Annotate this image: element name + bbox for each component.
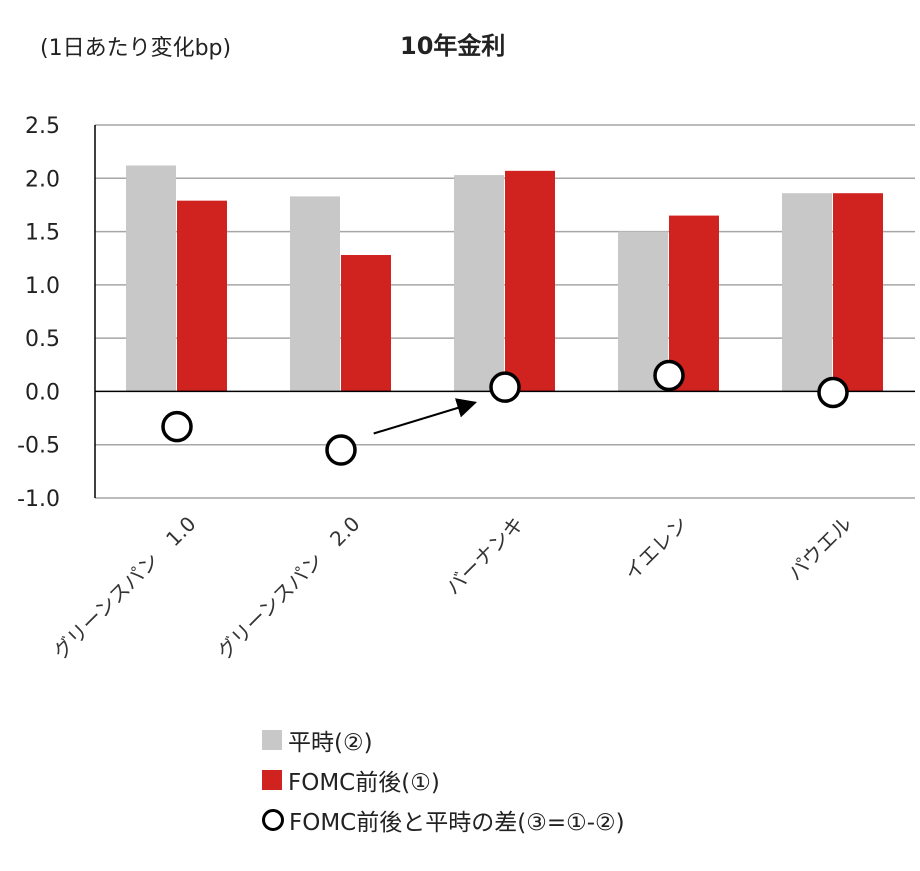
bars bbox=[126, 165, 883, 392]
bar bbox=[341, 255, 391, 392]
bar bbox=[177, 200, 227, 392]
y-tick-label: 2.5 bbox=[25, 114, 60, 139]
y-tick-labels: 2.5 2.0 1.5 1.0 0.5 0.0 -0.5 -1.0 bbox=[17, 114, 60, 512]
legend-swatch-red bbox=[262, 770, 282, 790]
y-tick-label: 2.0 bbox=[25, 167, 60, 192]
difference-point bbox=[489, 371, 521, 403]
x-tick-label: イエレン bbox=[619, 512, 692, 585]
annotation bbox=[373, 398, 478, 435]
legend-marker-circle bbox=[262, 809, 284, 831]
legend: 平時(②) FOMC前後(①) FOMC前後と平時の差(③=①-②) bbox=[262, 720, 625, 840]
bar bbox=[454, 175, 504, 392]
difference-point bbox=[817, 376, 849, 409]
difference-points bbox=[161, 359, 849, 466]
y-tick-label: -1.0 bbox=[17, 487, 60, 512]
chart-title: 10年金利 bbox=[400, 32, 506, 60]
y-tick-label: 0.5 bbox=[25, 327, 60, 352]
legend-item-fomc: FOMC前後(①) bbox=[262, 760, 625, 800]
arrow-annotation bbox=[373, 398, 478, 435]
bar bbox=[290, 196, 340, 392]
legend-label-fomc: FOMC前後(①) bbox=[288, 770, 440, 796]
legend-label-diff: FOMC前後と平時の差(③=①-②) bbox=[289, 810, 625, 836]
y-tick-label: -0.5 bbox=[17, 434, 60, 459]
y-tick-label: 1.5 bbox=[25, 221, 60, 246]
legend-item-diff: FOMC前後と平時の差(③=①-②) bbox=[262, 800, 625, 840]
difference-point bbox=[653, 359, 685, 392]
x-tick-label: バーナンキ bbox=[441, 512, 529, 600]
bar bbox=[782, 193, 832, 392]
x-tick-label: グリーンスパン 1.0 bbox=[48, 512, 200, 664]
difference-point bbox=[161, 410, 193, 443]
legend-item-normal: 平時(②) bbox=[262, 720, 625, 760]
difference-point bbox=[325, 434, 357, 466]
y-tick-label: 0.0 bbox=[25, 380, 60, 405]
x-tick-label: パウエル bbox=[783, 512, 857, 586]
x-tick-labels: グリーンスパン 1.0 グリーンスパン 2.0 バーナンキ イエレン パウエル bbox=[48, 512, 856, 664]
bar bbox=[505, 170, 555, 392]
legend-swatch-gray bbox=[262, 730, 282, 750]
bar bbox=[126, 165, 176, 392]
unit-label: (1日あたり変化bp) bbox=[40, 36, 232, 61]
y-tick-label: 1.0 bbox=[25, 274, 60, 299]
x-tick-label: グリーンスパン 2.0 bbox=[212, 512, 364, 664]
legend-label-normal: 平時(②) bbox=[288, 730, 373, 756]
bar bbox=[833, 193, 883, 392]
